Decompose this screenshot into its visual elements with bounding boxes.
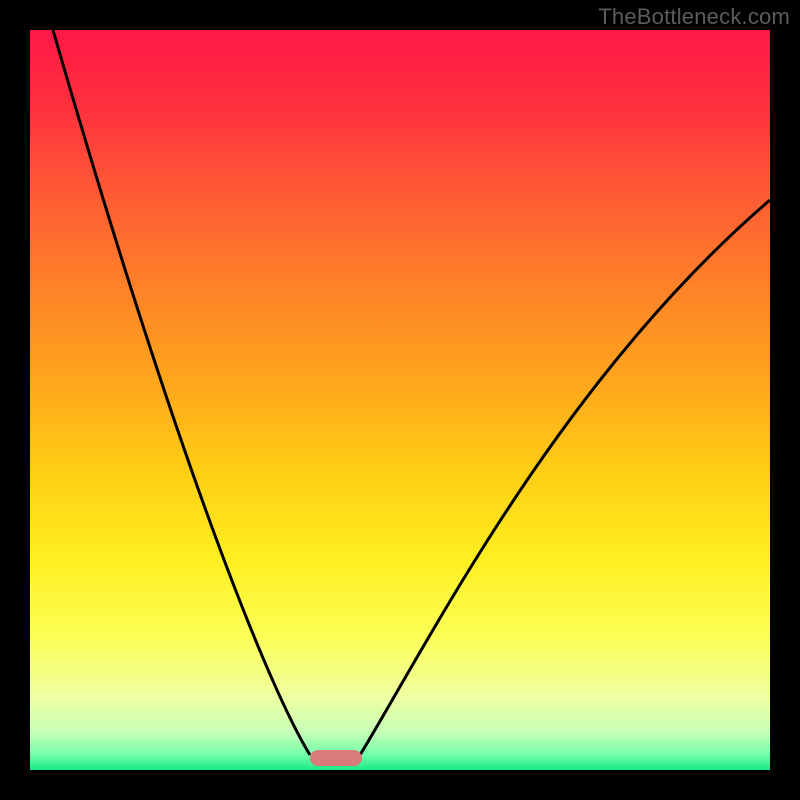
optimal-range-marker xyxy=(310,750,362,766)
bottleneck-chart-svg xyxy=(0,0,800,800)
plot-background xyxy=(30,30,770,770)
watermark-text: TheBottleneck.com xyxy=(598,4,790,30)
chart-root: TheBottleneck.com xyxy=(0,0,800,800)
